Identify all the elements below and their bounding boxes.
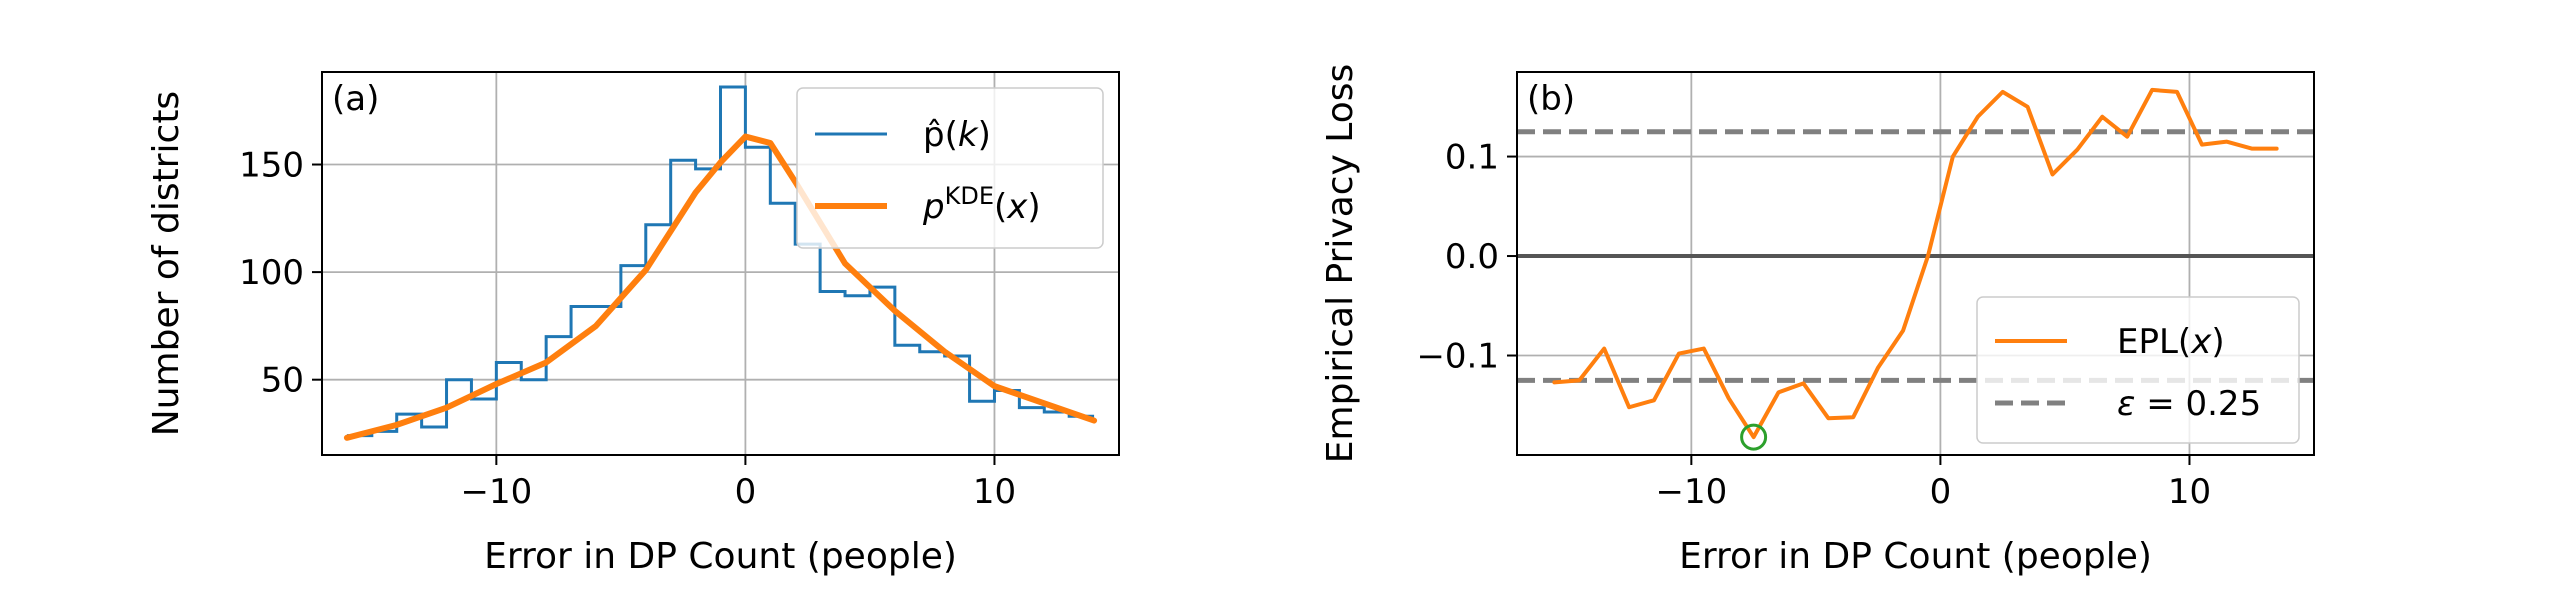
panel-b-axes-frame <box>1516 71 2315 456</box>
minimum-highlight-marker <box>1740 423 1768 451</box>
panel-a-y-axis-label: Number of districts <box>146 91 187 436</box>
legend-label-p-kde: pKDE(x) <box>922 182 1041 227</box>
panel-a-x-axis-label: Error in DP Count (people) <box>484 536 957 577</box>
panel-b-label: (b) <box>1527 79 1575 119</box>
x-tick-label: 0 <box>735 472 757 512</box>
panel-b-ticks: −10 0 10 −0.1 0.0 0.1 <box>1416 138 2211 512</box>
x-tick-label: 10 <box>2168 472 2211 512</box>
y-tick-label: 100 <box>239 253 304 293</box>
panel-b-y-axis-label: Empirical Privacy Loss <box>1320 64 1361 464</box>
panel-a-histogram-chart: −10 0 10 50 100 150 (a) Error in DP Count (pe… <box>146 71 1120 577</box>
legend-label-p-hat: p̂(k) <box>923 115 991 155</box>
panel-a-legend: p̂(k) pKDE(x) <box>796 87 1104 249</box>
panel-a-legend-box <box>796 87 1104 249</box>
epl-line-series <box>1552 87 2279 440</box>
panel-b-series <box>1552 87 2279 451</box>
panel-a-series <box>343 85 1098 441</box>
x-tick-label: −10 <box>460 472 532 512</box>
y-tick-label: 150 <box>239 146 304 186</box>
x-tick-label: 0 <box>1930 472 1952 512</box>
y-tick-label: −0.1 <box>1416 337 1499 377</box>
panel-a-ticks: −10 0 10 50 100 150 <box>239 146 1016 512</box>
panel-a-label: (a) <box>332 79 379 119</box>
panel-a-axes-frame <box>321 71 1120 456</box>
y-tick-label: 0.0 <box>1445 237 1499 277</box>
x-tick-label: −10 <box>1655 472 1727 512</box>
panel-b-x-axis-label: Error in DP Count (people) <box>1679 536 2152 577</box>
x-tick-label: 10 <box>973 472 1016 512</box>
legend-label-epl: EPL(x) <box>2117 322 2225 362</box>
panel-b-privacy-loss-chart: −10 0 10 −0.1 0.0 0.1 (b) Error in DP Count (… <box>1320 64 2315 577</box>
kde-line-series <box>343 133 1098 441</box>
panel-b-legend-box <box>1976 296 2300 444</box>
y-tick-label: 0.1 <box>1445 138 1499 178</box>
y-tick-label: 50 <box>261 361 304 401</box>
legend-label-epsilon: ε = 0.25 <box>2117 384 2261 424</box>
panel-b-legend: EPL(x) ε = 0.25 <box>1976 296 2300 444</box>
